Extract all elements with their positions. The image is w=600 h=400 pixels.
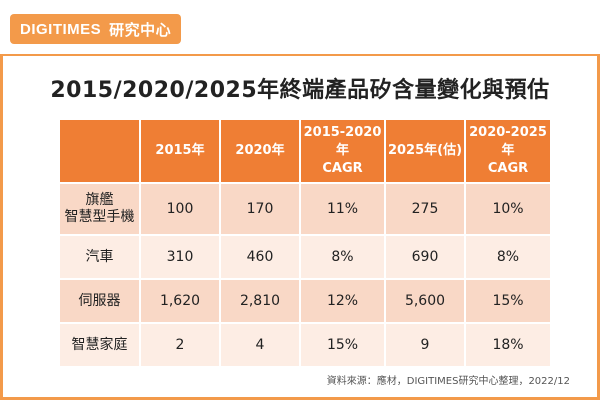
table-cell: 4 bbox=[220, 322, 301, 366]
table-cell: 690 bbox=[385, 234, 466, 279]
table-cell: 9 bbox=[385, 322, 466, 366]
row-label: 伺服器 bbox=[60, 278, 141, 323]
row-label: 旗艦 智慧型手機 bbox=[60, 182, 141, 235]
data-table: 2015年 2020年 2015-2020年 CAGR 2025年(估) 2020… bbox=[60, 120, 550, 366]
table-row: 伺服器 1,620 2,810 12% 5,600 15% bbox=[60, 278, 550, 323]
table-cell: 15% bbox=[465, 278, 550, 323]
table-row: 智慧家庭 2 4 15% 9 18% bbox=[60, 322, 550, 366]
table-cell: 11% bbox=[300, 182, 386, 235]
row-label: 智慧家庭 bbox=[60, 322, 141, 366]
header-divider bbox=[0, 54, 600, 56]
column-header: 2020年 bbox=[220, 120, 301, 183]
table-cell: 100 bbox=[140, 182, 221, 235]
table-cell: 5,600 bbox=[385, 278, 466, 323]
source-note: 資料來源：應材，DIGITIMES研究中心整理，2022/12 bbox=[326, 376, 570, 387]
digitimes-logo: DIGITIMES 研究中心 bbox=[10, 14, 182, 44]
table-cell: 8% bbox=[465, 234, 550, 279]
column-header: 2020-2025年 CAGR bbox=[465, 120, 550, 183]
table-cell: 10% bbox=[465, 182, 550, 235]
logo-unit: 研究中心 bbox=[109, 20, 172, 39]
page-title: 2015/2020/2025年終端產品矽含量變化與預估 bbox=[50, 78, 550, 103]
table-cell: 15% bbox=[300, 322, 386, 366]
table-header-row: 2015年 2020年 2015-2020年 CAGR 2025年(估) 2020… bbox=[60, 120, 550, 183]
table-cell: 170 bbox=[220, 182, 301, 235]
table-cell: 460 bbox=[220, 234, 301, 279]
table-row: 汽車 310 460 8% 690 8% bbox=[60, 234, 550, 279]
table-row: 旗艦 智慧型手機 100 170 11% 275 10% bbox=[60, 182, 550, 235]
column-header: 2015-2020年 CAGR bbox=[300, 120, 386, 183]
column-header: 2015年 bbox=[140, 120, 221, 183]
column-header: 2025年(估) bbox=[385, 120, 466, 183]
table-cell: 310 bbox=[140, 234, 221, 279]
table-cell: 1,620 bbox=[140, 278, 221, 323]
table-cell: 8% bbox=[300, 234, 386, 279]
table-cell: 2,810 bbox=[220, 278, 301, 323]
table-cell: 2 bbox=[140, 322, 221, 366]
table-cell: 18% bbox=[465, 322, 550, 366]
header-bar: DIGITIMES 研究中心 bbox=[0, 0, 600, 56]
table-cell: 275 bbox=[385, 182, 466, 235]
table-cell: 12% bbox=[300, 278, 386, 323]
column-header bbox=[60, 120, 141, 183]
logo-brand: DIGITIMES bbox=[20, 20, 102, 38]
row-label: 汽車 bbox=[60, 234, 141, 279]
